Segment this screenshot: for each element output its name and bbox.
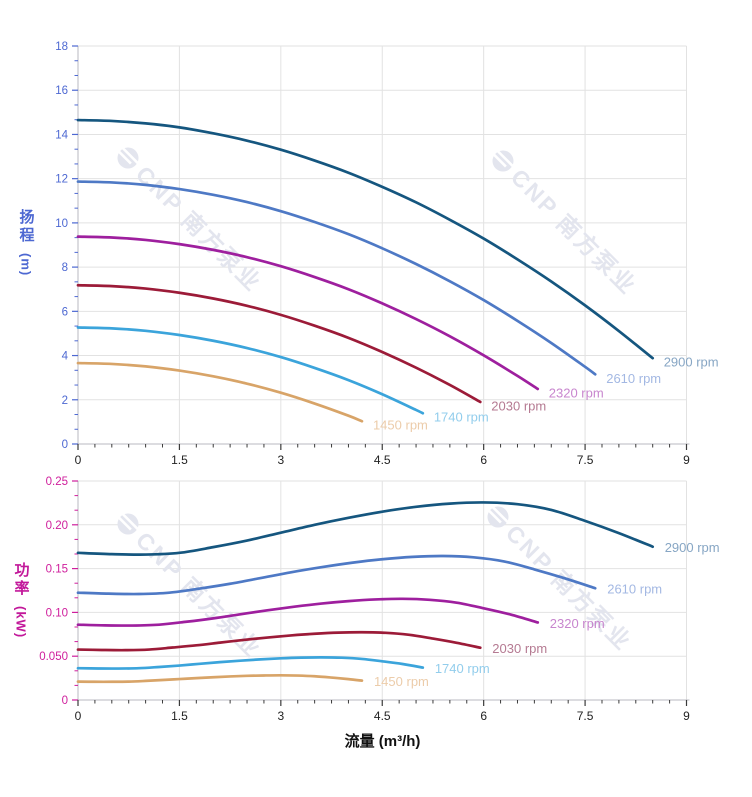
y-axis-tick-label: 18 xyxy=(55,41,68,53)
x-axis-tick-label: 3 xyxy=(277,709,284,723)
x-axis-tick-label: 1.5 xyxy=(171,453,188,467)
series-label-1450-rpm: 1450 rpm xyxy=(373,418,428,433)
y-axis-tick-label: 0.10 xyxy=(46,607,68,619)
y-axis-tick-label: 10 xyxy=(55,218,68,230)
y-axis-tick-label: 0 xyxy=(62,439,68,451)
curve-2900-rpm xyxy=(76,501,655,556)
y-axis-tick-label: 12 xyxy=(55,174,68,186)
x-axis-tick-label: 9 xyxy=(683,453,690,467)
cnp-logo-watermark-icon xyxy=(117,512,140,535)
y-axis-tick-label: 16 xyxy=(55,85,68,97)
y-axis-tick-label: 8 xyxy=(62,262,68,274)
curve-1450-rpm xyxy=(76,361,364,423)
curve-1740-rpm xyxy=(76,655,425,670)
y-axis-tick-label: 0 xyxy=(62,695,68,707)
curve-1450-rpm xyxy=(76,673,364,684)
series-label-2900-rpm: 2900 rpm xyxy=(664,355,719,370)
y-axis-tick-label: 2 xyxy=(62,395,68,407)
y-axis-title-head: 扬程 (m) xyxy=(11,209,41,276)
x-axis-tick-label: 7.5 xyxy=(577,709,594,723)
cnp-logo-watermark-icon xyxy=(492,149,515,172)
series-label-2030-rpm: 2030 rpm xyxy=(491,398,546,413)
y-axis-title-power: 功率 (kW) xyxy=(6,562,36,638)
curve-2610-rpm xyxy=(76,180,597,376)
x-axis-tick-label: 6 xyxy=(480,453,487,467)
x-axis-tick-label: 6 xyxy=(480,709,487,723)
y-axis-tick-label: 0.20 xyxy=(46,520,68,532)
curve-2610-rpm xyxy=(76,554,597,596)
y-axis-title-power-text: 功率 xyxy=(12,562,30,598)
x-axis-tick-label: 1.5 xyxy=(171,709,188,723)
series-label-2320-rpm: 2320 rpm xyxy=(550,616,605,631)
x-axis-tick-label: 4.5 xyxy=(374,453,391,467)
cnp-watermark-text: CNP 南方泵业 xyxy=(131,161,267,297)
x-axis-tick-label: 7.5 xyxy=(577,453,594,467)
y-axis-title-head-text: 扬程 xyxy=(17,209,35,245)
series-label-2610-rpm: 2610 rpm xyxy=(606,371,661,386)
curve-2030-rpm xyxy=(76,283,482,404)
y-axis-tick-label: 4 xyxy=(62,351,69,363)
cnp-logo-watermark-icon xyxy=(117,146,140,169)
x-axis-tick-label: 9 xyxy=(683,709,690,723)
cnp-watermark: CNP 南方泵业 xyxy=(492,149,642,300)
series-label-1450-rpm: 1450 rpm xyxy=(374,674,429,689)
y-axis-title-head-unit: (m) xyxy=(18,253,34,277)
cnp-watermark-text: CNP 南方泵业 xyxy=(506,164,642,300)
y-axis-tick-label: 14 xyxy=(55,129,68,141)
series-label-1740-rpm: 1740 rpm xyxy=(435,661,490,676)
x-axis-title-flow: 流量 (m³/h) xyxy=(344,733,421,750)
series-label-2900-rpm: 2900 rpm xyxy=(665,540,720,555)
series-label-1740-rpm: 1740 rpm xyxy=(434,410,489,425)
x-axis-tick-label: 0 xyxy=(75,709,82,723)
cnp-watermark: CNP 南方泵业 xyxy=(117,146,267,297)
cnp-logo-watermark-icon xyxy=(487,505,510,528)
series-label-2320-rpm: 2320 rpm xyxy=(549,385,604,400)
y-axis-tick-label: 0.15 xyxy=(46,564,68,576)
cnp-watermark: CNP 南方泵业 xyxy=(487,505,637,656)
curve-1740-rpm xyxy=(76,326,425,415)
series-label-2030-rpm: 2030 rpm xyxy=(492,641,547,656)
curve-2320-rpm xyxy=(76,235,540,391)
x-axis-tick-label: 3 xyxy=(277,453,284,467)
x-axis-tick-label: 0 xyxy=(75,453,82,467)
curve-2900-rpm xyxy=(76,118,655,360)
x-axis-tick-label: 4.5 xyxy=(374,709,391,723)
curve-2320-rpm xyxy=(76,597,540,627)
y-axis-title-power-unit: (kW) xyxy=(13,606,29,639)
series-label-2610-rpm: 2610 rpm xyxy=(607,582,662,597)
y-axis-tick-label: 0.25 xyxy=(46,476,68,488)
y-axis-tick-label: 0.050 xyxy=(39,651,68,663)
curve-2030-rpm xyxy=(76,630,482,652)
y-axis-tick-label: 6 xyxy=(62,306,68,318)
